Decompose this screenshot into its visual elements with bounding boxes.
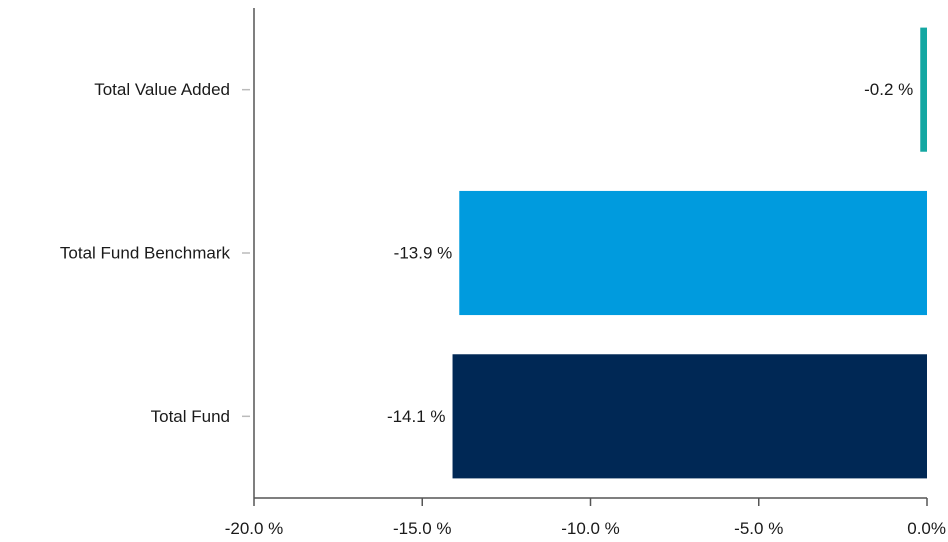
y-ticks-group: Total Value Added Total Fund Benchmark Tot… — [60, 80, 250, 426]
bar-total-fund — [452, 354, 927, 479]
bar-total-value-added — [920, 27, 927, 152]
data-labels-group: -0.2 % -13.9 % -14.1 % — [387, 80, 913, 426]
bars-group — [452, 27, 927, 479]
data-label: -14.1 % — [387, 407, 446, 426]
x-tick-label: -20.0 % — [225, 519, 284, 538]
y-tick-label: Total Fund Benchmark — [60, 244, 231, 263]
data-label: -13.9 % — [394, 244, 453, 263]
data-label: -0.2 % — [864, 80, 913, 99]
y-tick-label: Total Value Added — [94, 80, 230, 99]
x-tick-label: -5.0 % — [734, 519, 783, 538]
bar-total-fund-benchmark — [459, 190, 927, 316]
x-tick-label: -10.0 % — [561, 519, 620, 538]
y-tick-label: Total Fund — [151, 407, 230, 426]
x-ticks-group: -20.0 % -15.0 % -10.0 % -5.0 % 0.0% — [225, 498, 946, 538]
x-tick-label: -15.0 % — [393, 519, 452, 538]
x-tick-label: 0.0% — [907, 519, 946, 538]
